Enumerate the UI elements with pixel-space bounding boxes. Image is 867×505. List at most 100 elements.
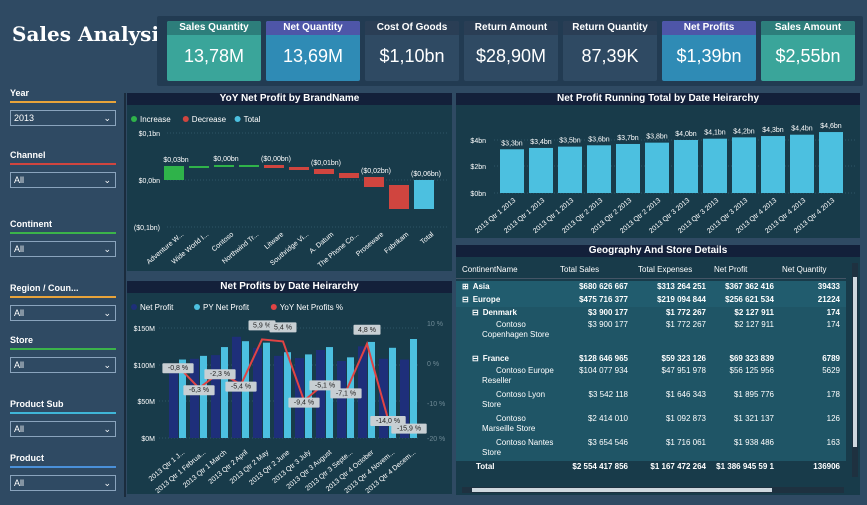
table-row[interactable]: Contoso Copenhagen Store $3 900 177 $1 772…: [456, 319, 846, 353]
table-row[interactable]: Contoso Marseille Store $2 414 010 $1 092 …: [456, 413, 846, 437]
chevron-down-icon: ⌄: [103, 360, 111, 370]
running-total-bar[interactable]: [645, 142, 669, 193]
geography-table-panel[interactable]: Geography And Store Details ContinentNam…: [456, 245, 860, 495]
data-label: ($0,00bn): [261, 156, 291, 163]
waterfall-bar[interactable]: [414, 180, 434, 209]
py-net-profit-bar[interactable]: [368, 341, 375, 438]
table-horizontal-scrollbar[interactable]: [462, 487, 844, 493]
py-net-profit-bar[interactable]: [200, 355, 207, 438]
column-header[interactable]: Net Quantity: [782, 265, 827, 274]
scroll-thumb[interactable]: [472, 488, 772, 492]
table-row[interactable]: Contoso Nantes Store $3 654 546 $1 716 061…: [456, 437, 846, 461]
running-total-bar[interactable]: [616, 143, 640, 193]
y-tick-label: $2bn: [470, 164, 486, 171]
waterfall-bar[interactable]: [164, 166, 184, 180]
slicer-dropdown[interactable]: All ⌄: [10, 357, 116, 373]
net-profit-bar[interactable]: [316, 350, 325, 438]
kpi-value: $1,10bn: [379, 46, 445, 66]
slicer-value: All: [14, 244, 25, 254]
net-profit-bar[interactable]: [211, 355, 220, 438]
running-total-bar[interactable]: [587, 145, 611, 193]
table-row[interactable]: ⊞ Asia $680 626 667 $313 264 251 $367 362 41…: [456, 281, 846, 294]
slicer-label: Store: [10, 335, 34, 345]
running-total-bar[interactable]: [529, 147, 553, 193]
kpi-card[interactable]: Sales Quantity 13,78M: [167, 21, 261, 81]
running-total-bar[interactable]: [558, 146, 582, 193]
table-row[interactable]: Contoso Europe Reseller $104 077 934 $47 9…: [456, 365, 846, 389]
running-total-bar[interactable]: [819, 132, 843, 193]
scroll-thumb[interactable]: [853, 277, 857, 447]
py-net-profit-bar[interactable]: [389, 347, 396, 438]
waterfall-bar[interactable]: [214, 165, 234, 167]
kpi-card[interactable]: Net Quantity 13,69M: [266, 21, 360, 81]
waterfall-bar[interactable]: [339, 173, 359, 178]
py-net-profit-bar[interactable]: [326, 347, 333, 438]
collapse-icon[interactable]: ⊟: [472, 354, 479, 363]
table-cell: $128 646 965: [579, 354, 628, 363]
kpi-card[interactable]: Net Profits $1,39bn: [662, 21, 756, 81]
waterfall-bar[interactable]: [264, 165, 284, 168]
page-title: Sales Analysis: [12, 22, 171, 46]
waterfall-bar[interactable]: [239, 165, 259, 167]
slicer-dropdown[interactable]: 2013 ⌄: [10, 110, 116, 126]
y-tick-label: $0bn: [470, 191, 486, 198]
kpi-card[interactable]: Return Quantity 87,39K: [563, 21, 657, 81]
running-total-bar[interactable]: [761, 136, 785, 193]
net-profit-combo-chart-panel[interactable]: Net Profits by Date Heirarchy Net Profit…: [127, 281, 452, 494]
running-total-chart-panel[interactable]: Net Profit Running Total by Date Heirarc…: [456, 93, 860, 238]
net-profit-bar[interactable]: [253, 347, 262, 438]
py-net-profit-bar[interactable]: [263, 342, 270, 438]
table-cell: $1 321 137: [733, 414, 774, 423]
row-name-cell: Contoso Copenhagen Store: [482, 320, 558, 340]
running-total-bar[interactable]: [500, 149, 524, 193]
slicer-dropdown[interactable]: All ⌄: [10, 172, 116, 188]
column-header[interactable]: Net Profit: [714, 265, 748, 274]
waterfall-bar[interactable]: [314, 169, 334, 174]
net-profit-bar[interactable]: [400, 359, 409, 438]
table-row[interactable]: ⊟ France $128 646 965 $59 323 126 $69 323 83…: [456, 353, 846, 365]
waterfall-bar[interactable]: [189, 166, 209, 168]
table-cell: 163: [826, 438, 840, 447]
py-net-profit-bar[interactable]: [221, 347, 228, 438]
row-name: Total: [476, 462, 495, 471]
table-row[interactable]: ⊟ Denmark $3 900 177 $1 772 267 $2 127 911 17…: [456, 307, 846, 319]
slicer-dropdown[interactable]: All ⌄: [10, 305, 116, 321]
table-row[interactable]: ⊟ Europe $475 716 377 $219 094 844 $256 621 …: [456, 294, 846, 307]
running-total-bar[interactable]: [674, 140, 698, 193]
waterfall-bar[interactable]: [364, 177, 384, 187]
column-header[interactable]: Total Sales: [560, 265, 600, 274]
net-profit-bar[interactable]: [274, 355, 283, 438]
waterfall-bar[interactable]: [389, 185, 409, 209]
slicer-dropdown[interactable]: All ⌄: [10, 241, 116, 257]
net-profit-bar[interactable]: [169, 364, 178, 438]
py-net-profit-bar[interactable]: [410, 339, 417, 438]
py-net-profit-bar[interactable]: [284, 352, 291, 438]
slicer-dropdown[interactable]: All ⌄: [10, 421, 116, 437]
net-profit-bar[interactable]: [379, 358, 388, 438]
expand-icon[interactable]: ⊞: [462, 282, 469, 291]
kpi-card[interactable]: Sales Amount $2,55bn: [761, 21, 855, 81]
running-total-bar[interactable]: [790, 134, 814, 193]
collapse-icon[interactable]: ⊟: [462, 295, 469, 304]
net-profit-bar[interactable]: [190, 358, 199, 438]
py-net-profit-bar[interactable]: [179, 359, 186, 438]
running-total-bar[interactable]: [703, 138, 727, 193]
net-profit-bar[interactable]: [358, 346, 367, 438]
running-total-bar[interactable]: [732, 137, 756, 193]
legend-entry: Decrease: [192, 115, 227, 124]
table-cell: $56 125 956: [729, 366, 775, 375]
column-header[interactable]: Total Expenses: [638, 265, 693, 274]
kpi-value: 13,78M: [183, 46, 245, 66]
waterfall-chart-panel[interactable]: YoY Net Profit by BrandName Increase Decr…: [127, 93, 452, 271]
collapse-icon[interactable]: ⊟: [472, 308, 479, 317]
column-header[interactable]: ContinentName: [462, 265, 518, 274]
table-row[interactable]: Contoso Lyon Store $3 542 118 $1 646 343 $1…: [456, 389, 846, 413]
slicer-dropdown[interactable]: All ⌄: [10, 475, 116, 491]
waterfall-bar[interactable]: [289, 167, 309, 170]
kpi-card[interactable]: Return Amount $28,90M: [464, 21, 558, 81]
kpi-card[interactable]: Cost Of Goods $1,10bn: [365, 21, 459, 81]
table-vertical-scrollbar[interactable]: [852, 263, 858, 477]
net-profit-bar[interactable]: [337, 361, 346, 438]
table-row[interactable]: Total $2 554 417 856 $1 167 472 264 $1 386 …: [456, 461, 846, 483]
slicer-value: All: [14, 175, 25, 185]
